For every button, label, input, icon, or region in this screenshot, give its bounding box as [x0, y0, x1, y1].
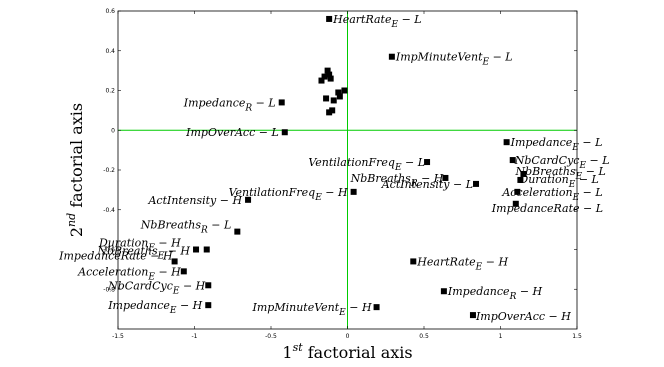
data-point-label: ImpOverAcc − L: [185, 126, 279, 139]
data-point-marker: [234, 228, 241, 235]
x-tick-label: 0.5: [419, 333, 429, 340]
data-point-marker: [193, 246, 200, 253]
data-point-label: HeartRateE − L: [332, 13, 421, 30]
data-point-label: HeartRateE − H: [416, 255, 508, 272]
data-point-marker: [203, 246, 210, 253]
y-tick-label: -0.6: [103, 247, 115, 254]
data-point-label: AccelerationE − H: [77, 265, 181, 282]
data-point-marker: [326, 71, 333, 78]
data-point-label: AccelerationE − L: [501, 186, 602, 203]
data-point-label: NbCardCycE − H: [107, 279, 206, 296]
data-point-label: NbBreathsE − L: [514, 165, 605, 182]
x-axis-label: 1st factorial axis: [282, 341, 412, 362]
data-point-marker: [424, 159, 431, 166]
x-tick-label: -0.5: [265, 333, 277, 340]
x-tick-label: -1: [192, 333, 198, 340]
y-tick-label: 0: [111, 127, 115, 134]
data-point-marker: [442, 174, 449, 181]
data-point-marker: [512, 200, 519, 207]
y-tick-label: -0.8: [103, 286, 115, 293]
data-point-label: DurationE − L: [518, 173, 598, 190]
data-point-marker: [278, 99, 285, 106]
x-tick-label: -1.5: [112, 333, 124, 340]
data-point-label: ImpedanceR − H: [447, 285, 543, 302]
data-point-marker: [388, 53, 395, 60]
data-point-label: ImpedanceE − H: [107, 299, 202, 316]
data-point-marker: [326, 15, 333, 22]
data-point-label: ImpOverAcc − H: [475, 310, 571, 323]
plot-area: -1.5 -1 -0.5 0 0.5 1 1.5 0.6 0.4 0.2 0 -0.2 -0.4 -0.6…: [58, 8, 609, 362]
data-point-marker: [326, 109, 333, 116]
data-point-marker: [324, 67, 331, 74]
data-point-label: ImpedanceRate − L: [491, 202, 603, 215]
data-point-marker: [180, 268, 187, 275]
data-point-marker: [327, 75, 334, 82]
data-point-label: ActIntensity − L: [381, 178, 473, 191]
data-point-marker: [318, 77, 325, 84]
y-tick-label: -0.2: [103, 167, 115, 174]
data-point-label: ActIntensity − H: [147, 194, 242, 207]
data-point-marker: [205, 282, 212, 289]
data-point-label: VentilationFreqE − H: [229, 186, 348, 203]
data-point-marker: [171, 258, 178, 265]
data-point-marker: [440, 288, 447, 295]
data-point-label: ImpMinuteVentE − L: [395, 51, 513, 68]
data-point-label: NbBreathsR − L: [140, 219, 232, 236]
data-point-marker: [473, 180, 480, 187]
data-point-marker: [323, 95, 330, 102]
data-point-label: NbCardCycE − L: [514, 154, 610, 171]
data-point-label: ImpedanceR − L: [183, 96, 276, 113]
y-tick-label: 0.4: [105, 48, 115, 55]
data-point-marker: [321, 73, 328, 80]
x-tick-label: 0: [346, 333, 350, 340]
data-point-marker: [350, 188, 357, 195]
y-tick-label: -0.4: [103, 207, 115, 214]
data-point-label: ImpedanceRate − H: [58, 249, 173, 262]
data-point-marker: [335, 89, 342, 96]
data-point-marker: [336, 93, 343, 100]
data-point-marker: [503, 139, 510, 146]
data-point-marker: [281, 129, 288, 136]
data-point-marker: [373, 304, 380, 311]
data-point-label: DurationE − H: [98, 237, 181, 254]
y-tick-label: 0.6: [105, 8, 115, 15]
y-tick-label: 0.2: [105, 88, 115, 95]
data-point-label: NbBreathsR − H: [350, 172, 444, 189]
data-point-marker: [341, 87, 348, 94]
data-point-label: NbBreathsE − H: [96, 245, 190, 262]
data-point-marker: [329, 107, 336, 114]
data-point-label: VentilationFreqE − L: [308, 156, 425, 173]
data-point-marker: [517, 176, 524, 183]
data-point-marker: [245, 196, 252, 203]
x-tick-label: 1.5: [572, 333, 582, 340]
data-point-label: ImpedanceE − L: [510, 136, 603, 153]
x-tick-label: 1: [499, 333, 503, 340]
data-point-marker: [469, 312, 476, 319]
data-point-marker: [330, 97, 337, 104]
data-point-label: ImpMinuteVentE − H: [252, 301, 372, 318]
data-point-marker: [509, 157, 516, 164]
y-axis-label: 2nd factorial axis: [65, 103, 86, 237]
data-point-marker: [520, 170, 527, 177]
data-point-marker: [410, 258, 417, 265]
data-point-marker: [514, 188, 521, 195]
data-point-marker: [205, 302, 212, 309]
